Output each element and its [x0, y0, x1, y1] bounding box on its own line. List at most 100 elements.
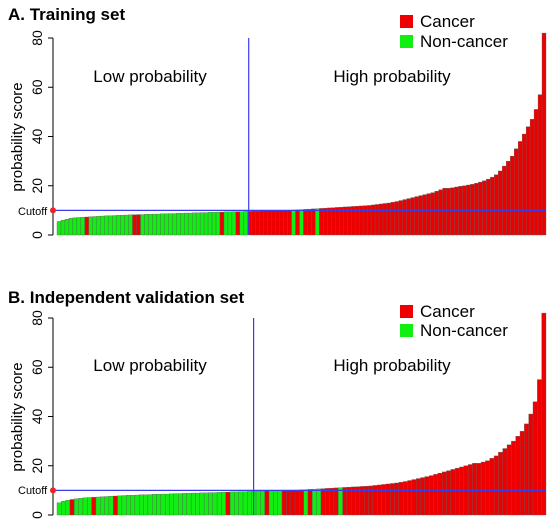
- bar-cancer: [290, 489, 296, 516]
- bar-cancer: [511, 440, 516, 516]
- bar-non-cancer: [116, 215, 121, 236]
- bar-non-cancer: [108, 215, 113, 236]
- bar-cancer: [441, 471, 447, 516]
- bar-cancer: [510, 156, 515, 236]
- bar-cancer: [541, 312, 547, 516]
- bar-non-cancer: [139, 494, 144, 516]
- bar-cancer: [498, 452, 503, 516]
- bar-cancer: [420, 477, 426, 516]
- bar-cancer: [307, 208, 312, 236]
- bar-non-cancer: [165, 493, 170, 516]
- bar-non-cancer: [229, 491, 235, 516]
- bar-non-cancer: [100, 496, 105, 516]
- bar-cancer: [394, 482, 400, 516]
- bar-cancer: [541, 32, 547, 236]
- bar-cancer: [528, 413, 534, 516]
- y-tick-label: 80: [29, 30, 45, 46]
- bar-non-cancer: [95, 496, 101, 516]
- bar-non-cancer: [140, 214, 145, 236]
- y-axis-label: probability score: [9, 362, 26, 471]
- bar-non-cancer: [82, 497, 88, 516]
- bar-cancer: [480, 461, 486, 516]
- bar-cancer: [506, 160, 511, 236]
- bar-cancer: [286, 490, 291, 516]
- bar-non-cancer: [156, 213, 161, 236]
- bar-non-cancer: [74, 498, 79, 516]
- bar-cancer: [414, 196, 419, 236]
- legend-cancer-label: Cancer: [420, 12, 475, 31]
- bar-cancer: [299, 489, 304, 516]
- bar-non-cancer: [92, 216, 97, 236]
- bar-cancer: [529, 119, 535, 236]
- bar-non-cancer: [121, 495, 127, 516]
- bar-cancer: [382, 203, 388, 236]
- bar-cancer: [136, 214, 141, 236]
- bar-cancer: [521, 133, 527, 236]
- bar-cancer: [394, 201, 400, 236]
- bar-non-cancer: [130, 495, 136, 516]
- bar-non-cancer: [56, 502, 62, 516]
- bar-cancer: [390, 202, 396, 236]
- bar-cancer: [524, 423, 529, 516]
- y-tick-label: 20: [29, 458, 45, 474]
- panel-title-validation: B. Independent validation set: [8, 288, 244, 307]
- bar-cancer: [264, 490, 270, 516]
- low-probability-label: Low probability: [93, 67, 207, 86]
- bar-non-cancer: [227, 211, 233, 236]
- bar-cancer: [472, 463, 477, 516]
- bar-non-cancer: [215, 211, 221, 236]
- bar-cancer: [219, 211, 225, 236]
- bar-non-cancer: [164, 213, 169, 236]
- bar-cancer: [385, 483, 391, 516]
- bar-cancer: [335, 207, 340, 236]
- y-tick-label: 0: [29, 231, 45, 239]
- bar-cancer: [506, 444, 512, 516]
- bar-cancer: [410, 197, 415, 236]
- bar-cancer: [533, 109, 539, 236]
- bar-cancer: [319, 208, 324, 236]
- bar-cancer: [474, 183, 479, 236]
- bar-cancer: [132, 214, 137, 236]
- bar-cancer: [386, 202, 392, 236]
- bar-cancer: [502, 165, 507, 236]
- bar-cancer: [333, 487, 339, 516]
- bar-non-cancer: [160, 213, 165, 236]
- bar-non-cancer: [338, 487, 343, 516]
- bar-cancer: [329, 487, 335, 516]
- bar-non-cancer: [156, 494, 162, 516]
- bars: [56, 32, 547, 236]
- bar-non-cancer: [60, 220, 66, 236]
- bar-cancer: [482, 180, 487, 236]
- bar-cancer: [490, 176, 495, 236]
- bar-non-cancer: [211, 212, 217, 236]
- y-tick-label: 20: [29, 178, 45, 194]
- legend-non-cancer-swatch: [400, 324, 413, 337]
- bar-cancer: [446, 470, 451, 516]
- bar-non-cancer: [61, 501, 66, 516]
- bar-non-cancer: [312, 488, 317, 516]
- bar-cancer: [325, 488, 330, 516]
- bar-non-cancer: [169, 493, 175, 516]
- bar-non-cancer: [234, 491, 239, 516]
- bar-non-cancer: [124, 214, 129, 236]
- bar-cancer: [287, 209, 292, 236]
- bar-cancer: [411, 479, 417, 516]
- bar-cancer: [476, 463, 482, 516]
- bar-non-cancer: [128, 214, 133, 236]
- bar-cancer: [467, 464, 473, 516]
- bar-non-cancer: [104, 215, 109, 236]
- bar-cancer: [442, 188, 447, 236]
- bar-non-cancer: [173, 493, 179, 516]
- bar-cancer: [295, 209, 300, 236]
- legend-non-cancer-label: Non-cancer: [420, 32, 508, 51]
- bar-non-cancer: [238, 491, 244, 516]
- bar-cancer: [446, 188, 451, 236]
- bar-cancer: [454, 468, 460, 516]
- bar-cancer: [84, 216, 89, 236]
- y-tick-label: 0: [29, 511, 45, 519]
- bar-cancer: [532, 401, 538, 516]
- bar-cancer: [450, 469, 456, 516]
- bar-non-cancer: [221, 491, 226, 516]
- bar-non-cancer: [126, 495, 131, 516]
- bar-cancer: [339, 206, 344, 236]
